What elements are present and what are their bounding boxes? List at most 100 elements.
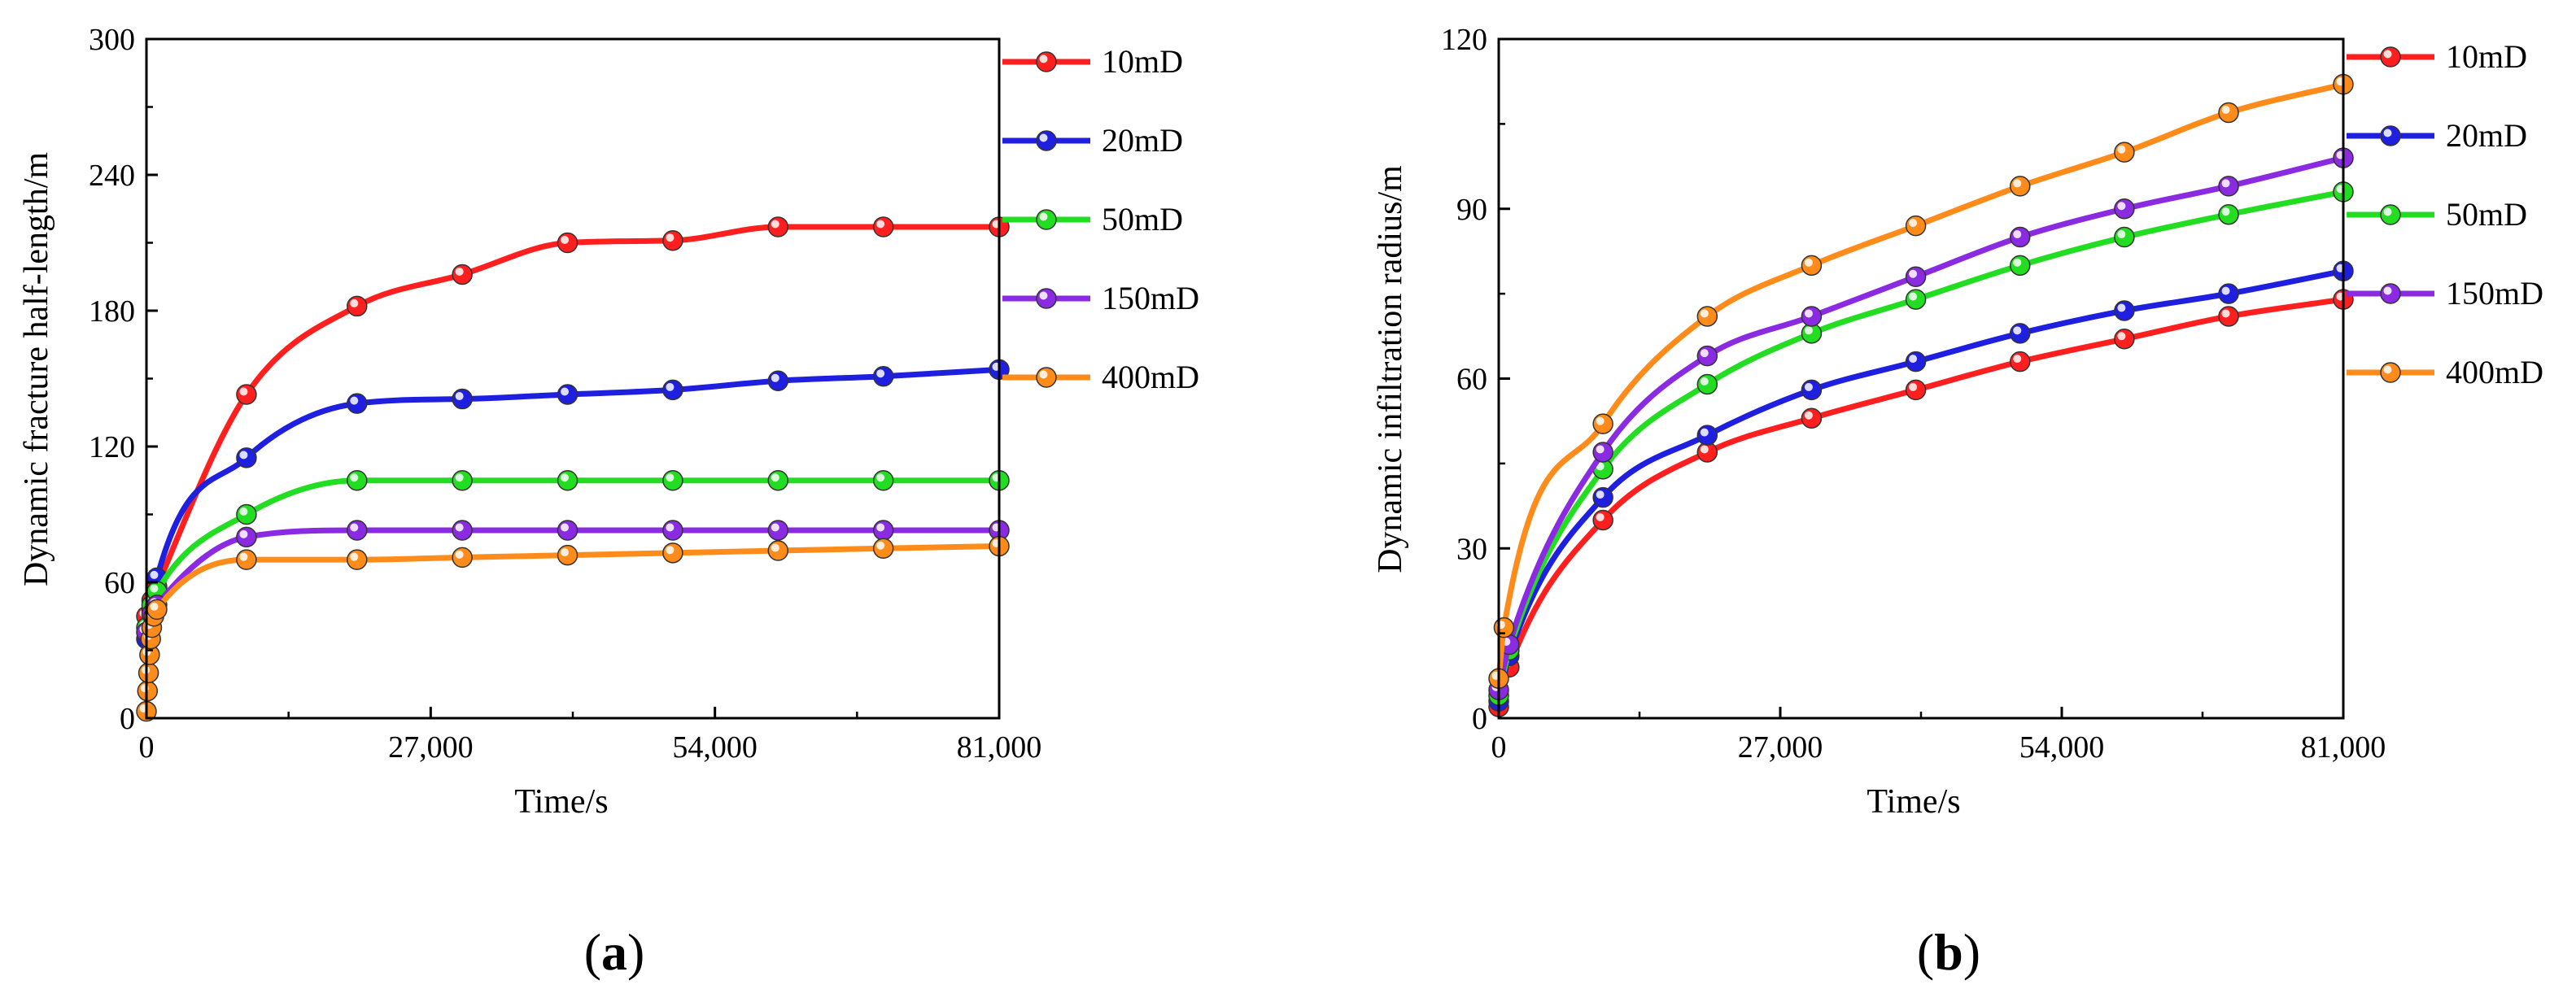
- panel-b-point-150mD-3-highlight: [1700, 349, 1709, 358]
- panel-a-point-400mD-10: [452, 547, 473, 569]
- panel-a-legend-marker-400mD: [1036, 367, 1057, 388]
- panel-b-point-10mD-2: [1592, 509, 1613, 531]
- panel-a-legend-label-20mD: 20mD: [1102, 122, 1183, 159]
- panel-a-legend-label-50mD: 50mD: [1102, 201, 1183, 237]
- panel-b-legend-label-10mD: 10mD: [2446, 38, 2527, 75]
- panel-b-point-10mD-8: [2218, 306, 2239, 327]
- panel-a-point-50mD-6-highlight: [561, 473, 570, 482]
- panel-b-legend-marker-50mD: [2380, 204, 2401, 225]
- panel-a-point-10mD-3: [236, 384, 257, 405]
- panel-a-point-10mD-8-highlight: [771, 220, 779, 229]
- panel-a-point-50mD-7: [662, 470, 683, 491]
- panel-a-point-50mD-6: [557, 470, 579, 491]
- panel-a-ytick-label-0: 0: [120, 702, 135, 736]
- panel-b-xtick-label-1: 27,000: [1738, 730, 1823, 765]
- panel-b-point-150mD-7-highlight: [2117, 202, 2126, 211]
- panel-a-point-10mD-6-highlight: [561, 236, 570, 244]
- panel-a-point-150mD-9: [872, 520, 894, 541]
- panel-a-point-20mD-6-highlight: [561, 387, 570, 396]
- panel-b-legend-marker-10mD: [2380, 46, 2401, 68]
- panel-b-point-400mD-2-highlight: [1596, 416, 1605, 425]
- panel-b-xlabel: Time/s: [1867, 783, 1960, 821]
- panel-b-point-20mD-2-highlight: [1596, 490, 1605, 499]
- panel-a-point-50mD-8-highlight: [771, 473, 779, 482]
- panel-a-point-20mD-4: [347, 393, 368, 414]
- panel-a-xtick-label-3: 81,000: [957, 730, 1042, 765]
- panel-b-point-400mD-4-highlight: [1804, 258, 1813, 267]
- panel-a-point-50mD-9-highlight: [876, 473, 885, 482]
- panel-a-point-20mD-8-highlight: [771, 373, 779, 382]
- panel-b-point-10mD-5: [1905, 379, 1927, 401]
- panel-a-xtick-label-1: 27,000: [388, 730, 474, 765]
- panel-a-point-20mD-5-highlight: [455, 392, 464, 401]
- panel-a-legend-label-10mD: 10mD: [1102, 43, 1183, 80]
- panel-b-point-150mD-4-highlight: [1804, 309, 1813, 318]
- panel-b-point-50mD-7: [2114, 226, 2135, 248]
- panel-b-point-50mD-6: [2009, 255, 2031, 277]
- panel-b-point-10mD-7: [2114, 329, 2135, 350]
- panel-b-legend-label-400mD: 400mD: [2446, 354, 2543, 390]
- panel-b-legend: 10mD 20mD 50mD 150mD 400mD: [2347, 38, 2543, 390]
- panel-a-point-150mD-5-highlight: [455, 523, 464, 532]
- panel-a-label: (a): [584, 923, 645, 981]
- panel-b-point-10mD-3: [1696, 442, 1718, 463]
- panel-b-point-20mD-8: [2218, 283, 2239, 304]
- panel-b-letter: b: [1934, 923, 1963, 981]
- panel-a-point-10mD-8: [767, 216, 789, 237]
- panel-a-xlabel: Time/s: [514, 783, 608, 821]
- panel-a: Dynamic fracture half-length/m Time/s (a…: [18, 23, 1199, 981]
- panel-a-point-50mD-4-highlight: [350, 473, 359, 482]
- panel-b-legend-marker-20mD-highlight: [2383, 129, 2392, 137]
- panel-a-point-20mD-2-highlight: [150, 570, 159, 579]
- panel-a-point-400mD-2: [138, 662, 159, 684]
- panel-b-xtick-label-0: 0: [1491, 730, 1507, 765]
- panel-b-point-10mD-8-highlight: [2221, 309, 2230, 318]
- panel-a-point-10mD-4: [347, 295, 368, 317]
- panel-a-point-50mD-9: [872, 470, 894, 491]
- panel-a-legend-item-400mD: 400mD: [1002, 359, 1199, 395]
- panel-a-point-150mD-9-highlight: [876, 523, 885, 532]
- panel-a-point-400mD-9-highlight: [350, 552, 359, 561]
- panel-b-point-50mD-5-highlight: [1909, 292, 1918, 301]
- panel-b-point-10mD-2-highlight: [1596, 512, 1605, 521]
- panel-b-point-400mD-1: [1493, 616, 1515, 638]
- panel-a-xtick-label-0: 0: [139, 730, 155, 765]
- panel-b-ytick-label-1: 30: [1456, 532, 1487, 566]
- panel-b-legend-label-150mD: 150mD: [2446, 275, 2543, 311]
- panel-a-legend-marker-10mD-highlight: [1039, 54, 1048, 63]
- panel-a-point-400mD-14-highlight: [876, 541, 885, 550]
- panel-b-point-400mD-3-highlight: [1700, 309, 1709, 318]
- panel-a-ytick-label-4: 240: [89, 159, 135, 193]
- panel-a-point-50mD-8: [767, 470, 789, 491]
- panel-a-point-400mD-7-highlight: [150, 602, 159, 611]
- panel-a-point-150mD-4: [347, 520, 368, 541]
- panel-a-point-400mD-9: [347, 549, 368, 570]
- panel-a-legend-marker-20mD-highlight: [1039, 133, 1048, 142]
- panel-a-point-150mD-6: [557, 520, 579, 541]
- panel-b-point-400mD-3: [1696, 306, 1718, 327]
- panel-b-point-20mD-5: [1905, 351, 1927, 372]
- panel-a-ylabel: Dynamic fracture half-length/m: [18, 152, 55, 586]
- panel-a-legend-item-10mD: 10mD: [1002, 43, 1183, 80]
- panel-b-point-150mD-5-highlight: [1909, 269, 1918, 278]
- panel-a-point-400mD-12: [662, 542, 683, 564]
- panel-b-point-20mD-5-highlight: [1909, 355, 1918, 364]
- panel-b-point-400mD-2: [1592, 413, 1613, 434]
- panel-b-point-20mD-4: [1801, 379, 1823, 401]
- panel-a-legend-marker-10mD: [1036, 51, 1057, 72]
- panel-a-point-20mD-8: [767, 370, 789, 392]
- panel-b-ytick-label-4: 120: [1441, 23, 1487, 57]
- panel-b-legend-item-400mD: 400mD: [2347, 354, 2543, 390]
- panel-a-point-50mD-3: [236, 503, 257, 525]
- panel-b-point-10mD-6-highlight: [2013, 355, 2022, 364]
- panel-a-legend-marker-20mD: [1036, 130, 1057, 151]
- panel-a-point-10mD-7: [662, 229, 683, 251]
- panel-a-legend-item-50mD: 50mD: [1002, 201, 1183, 237]
- panel-a-ytick-label-2: 120: [89, 430, 135, 464]
- panel-b-point-400mD-6-highlight: [2013, 179, 2022, 188]
- panel-b-point-20mD-4-highlight: [1804, 382, 1813, 391]
- panel-b-line-150mD: [1495, 155, 2347, 693]
- panel-b-point-10mD-5-highlight: [1909, 382, 1918, 391]
- panel-a-legend-marker-400mD-highlight: [1039, 370, 1048, 379]
- panel-a-point-150mD-6-highlight: [561, 523, 570, 532]
